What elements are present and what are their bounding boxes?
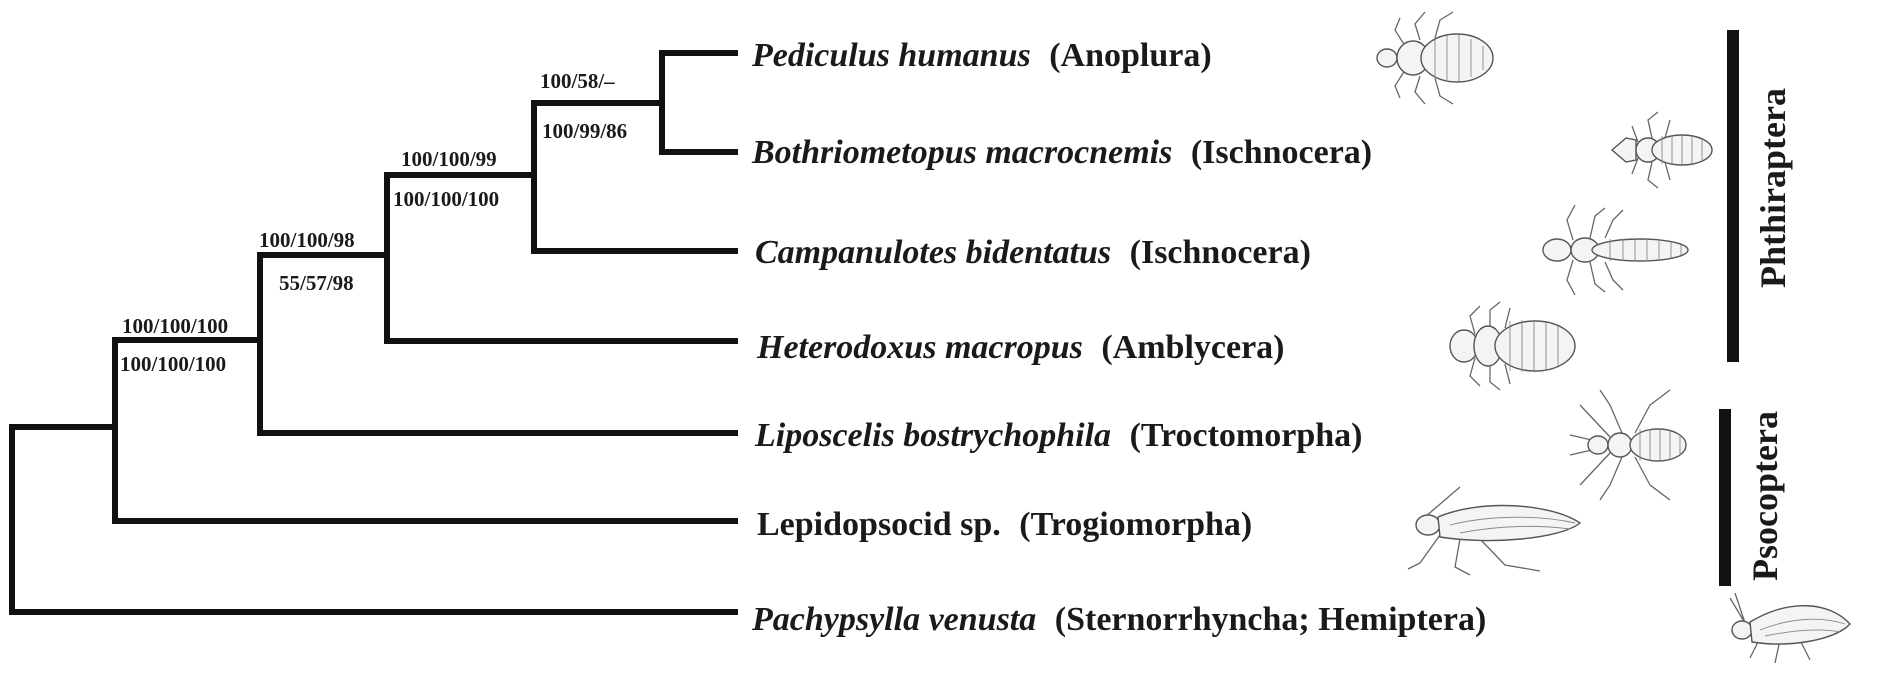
taxon-species: Bothriometopus macrocnemis — [751, 134, 1172, 171]
taxon-species: Heterodoxus macropus — [756, 329, 1083, 366]
node-support-above: 100/58/– — [540, 69, 615, 93]
clade-label-psocoptera: Psocoptera — [1745, 411, 1785, 581]
taxon-group: (Ischnocera) — [1191, 134, 1372, 171]
liposcelis-booklouse-icon — [1569, 389, 1687, 501]
node-support-above: 100/100/99 — [401, 147, 497, 171]
node-support-below: 100/100/100 — [393, 187, 499, 211]
taxon-group: (Amblycera) — [1101, 329, 1284, 366]
campanulotes-louse-icon — [1542, 204, 1689, 296]
taxon-label-heterodoxus: Heterodoxus macropus (Amblycera) — [756, 329, 1285, 366]
node-support-above: 100/100/98 — [259, 228, 355, 252]
clade-bar-phthiraptera — [1727, 30, 1739, 362]
taxon-label-liposcelis: Liposcelis bostrychophila (Troctomorpha) — [754, 417, 1362, 454]
clade-label-phthiraptera: Phthiraptera — [1753, 88, 1793, 288]
taxon-labels: Pediculus humanus (Anoplura) Bothriometo… — [751, 37, 1486, 638]
tree-branches — [9, 50, 738, 615]
node-support-below: 100/100/100 — [120, 352, 226, 376]
taxon-species: Pediculus humanus — [751, 37, 1031, 74]
taxon-species: Pachypsylla venusta — [751, 601, 1036, 638]
taxon-species: Lepidopsocid sp. — [757, 506, 1001, 543]
clade-bar-psocoptera — [1719, 409, 1731, 586]
taxon-group: (Troctomorpha) — [1130, 417, 1363, 454]
taxon-group: (Trogiomorpha) — [1019, 506, 1252, 543]
taxon-label-campanulotes: Campanulotes bidentatus (Ischnocera) — [755, 234, 1311, 271]
taxon-label-lepidopsocid: Lepidopsocid sp. (Trogiomorpha) — [757, 506, 1252, 543]
taxon-species: Campanulotes bidentatus — [755, 234, 1111, 271]
taxon-label-pediculus: Pediculus humanus (Anoplura) — [751, 37, 1212, 74]
taxon-species: Liposcelis bostrychophila — [754, 417, 1111, 454]
node-support-below: 55/57/98 — [279, 271, 354, 295]
clade-brackets: Phthiraptera Psocoptera — [1719, 30, 1793, 586]
taxon-group: (Ischnocera) — [1130, 234, 1311, 271]
pachypsylla-psyllid-icon — [1729, 592, 1851, 664]
lepidopsocid-barklouse-icon — [1407, 486, 1582, 576]
pediculus-louse-icon — [1376, 11, 1494, 105]
node-support-below: 100/99/86 — [542, 119, 627, 143]
taxon-label-bothriometopus: Bothriometopus macrocnemis (Ischnocera) — [751, 134, 1372, 171]
heterodoxus-louse-icon — [1449, 301, 1576, 391]
taxon-label-pachypsylla: Pachypsylla venusta (Sternorrhyncha; Hem… — [751, 601, 1486, 638]
bothriometopus-louse-icon — [1610, 111, 1713, 189]
node-support-above: 100/100/100 — [122, 314, 228, 338]
taxon-group: (Anoplura) — [1049, 37, 1211, 74]
taxon-group: (Sternorrhyncha; Hemiptera) — [1055, 601, 1487, 638]
support-values: 100/58/– 100/99/86 100/100/99 100/100/10… — [120, 69, 627, 376]
